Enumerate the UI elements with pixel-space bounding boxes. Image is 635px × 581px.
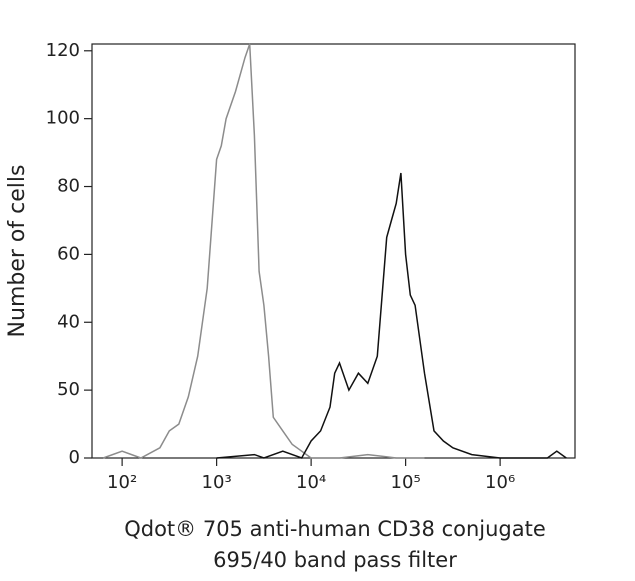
y-tick-label: 40 (57, 311, 80, 332)
y-axis-label: Number of cells (5, 165, 30, 338)
y-tick-label: 60 (57, 243, 80, 264)
x-axis-label: Qdot® 705 anti-human CD38 conjugate (124, 517, 546, 541)
y-tick-label: 0 (69, 447, 80, 468)
y-tick-label: 50 (57, 379, 80, 400)
histogram-line (216, 172, 567, 459)
x-tick-label: 10³ (202, 472, 232, 493)
plot-frame (91, 43, 576, 459)
x-axis-label: 695/40 band pass filter (213, 548, 457, 572)
y-tick-label: 100 (46, 108, 80, 129)
x-tick-label: 10⁴ (296, 472, 326, 493)
x-tick-label: 10⁵ (391, 472, 421, 493)
x-tick-label: 10² (107, 472, 137, 493)
x-tick-label: 10⁶ (485, 472, 515, 493)
histogram-line (102, 43, 425, 459)
y-tick-label: 80 (57, 176, 80, 197)
y-tick-label: 120 (46, 40, 80, 61)
